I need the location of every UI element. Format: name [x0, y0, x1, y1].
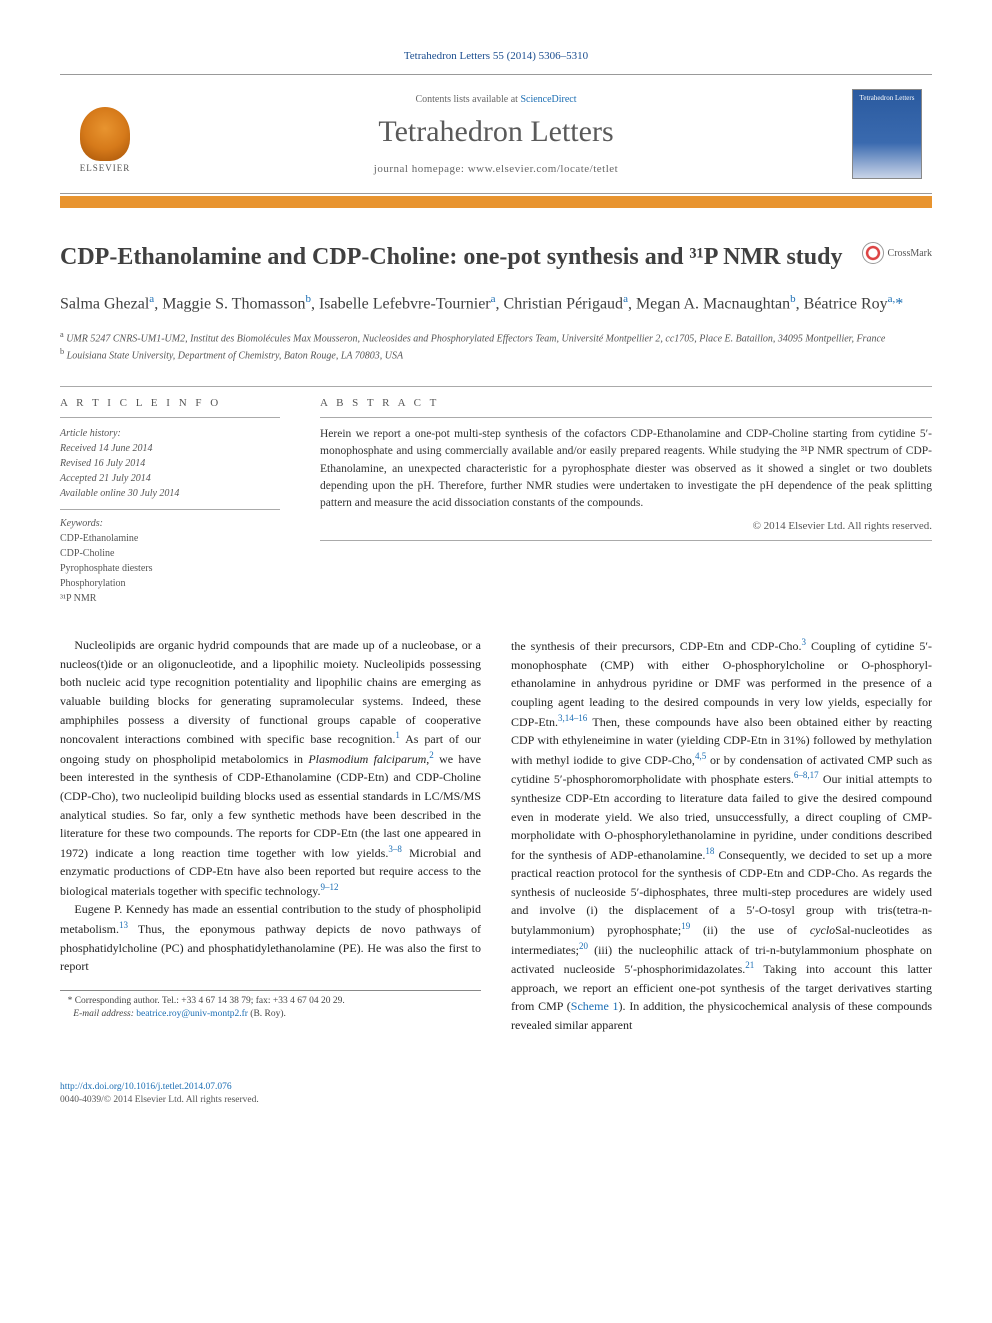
- history-revised: Revised 16 July 2014: [60, 456, 280, 471]
- email-label: E-mail address:: [73, 1009, 134, 1019]
- ref-19[interactable]: 19: [681, 921, 690, 931]
- keyword: Pyrophosphate diesters: [60, 561, 280, 576]
- scheme-1-link[interactable]: Scheme 1: [571, 999, 619, 1013]
- ref-4-5[interactable]: 4,5: [695, 751, 706, 761]
- homepage-prefix: journal homepage:: [374, 163, 468, 175]
- body-paragraph-3: the synthesis of their precursors, CDP-E…: [511, 636, 932, 1034]
- email-suffix: (B. Roy).: [248, 1009, 286, 1019]
- ref-3-14-16[interactable]: 3,14–16: [558, 713, 587, 723]
- sciencedirect-link[interactable]: ScienceDirect: [520, 94, 576, 105]
- doi-link[interactable]: http://dx.doi.org/10.1016/j.tetlet.2014.…: [60, 1082, 232, 1092]
- abstract-copyright: © 2014 Elsevier Ltd. All rights reserved…: [320, 520, 932, 541]
- keyword: ³¹P NMR: [60, 591, 280, 606]
- ref-9-12[interactable]: 9–12: [320, 882, 338, 892]
- species-name: Plasmodium falciparum: [308, 752, 426, 766]
- affiliation-b: Louisiana State University, Department o…: [67, 351, 403, 362]
- journal-homepage: journal homepage: www.elsevier.com/locat…: [150, 163, 842, 175]
- body-text: Nucleolipids are organic hydrid compound…: [60, 636, 932, 1034]
- abstract-column: A B S T R A C T Herein we report a one-p…: [320, 387, 932, 606]
- journal-header: ELSEVIER Contents lists available at Sci…: [60, 74, 932, 194]
- body-paragraph-2: Eugene P. Kennedy has made an essential …: [60, 900, 481, 975]
- ref-6-8-17[interactable]: 6–8,17: [794, 770, 819, 780]
- orange-divider-bar: [60, 196, 932, 208]
- page-footer: http://dx.doi.org/10.1016/j.tetlet.2014.…: [60, 1081, 932, 1108]
- elsevier-tree-icon: [80, 107, 130, 161]
- abstract-text: Herein we report a one-pot multi-step sy…: [320, 426, 932, 520]
- cyclo-prefix: cyclo: [810, 923, 835, 937]
- journal-title: Tetrahedron Letters: [150, 115, 842, 149]
- abstract-heading: A B S T R A C T: [320, 387, 932, 418]
- authors-list: Salma Ghezala, Maggie S. Thomassonb, Isa…: [60, 291, 932, 316]
- affiliations: a UMR 5247 CNRS-UM1-UM2, Institut des Bi…: [60, 329, 932, 365]
- body-p3-a: the synthesis of their precursors, CDP-E…: [511, 639, 801, 653]
- info-divider: [60, 509, 280, 510]
- crossmark-badge[interactable]: CrossMark: [862, 242, 932, 264]
- ref-13[interactable]: 13: [119, 920, 128, 930]
- body-paragraph-1: Nucleolipids are organic hydrid compound…: [60, 636, 481, 900]
- article-title: CDP-Ethanolamine and CDP-Choline: one-po…: [60, 242, 848, 273]
- corr-author-line: * Corresponding author. Tel.: +33 4 67 1…: [60, 995, 481, 1008]
- body-p1-a: Nucleolipids are organic hydrid compound…: [60, 638, 481, 746]
- article-info-column: A R T I C L E I N F O Article history: R…: [60, 387, 280, 606]
- history-title: Article history:: [60, 426, 280, 441]
- keyword: Phosphorylation: [60, 576, 280, 591]
- citation-line: Tetrahedron Letters 55 (2014) 5306–5310: [60, 50, 932, 62]
- history-accepted: Accepted 21 July 2014: [60, 471, 280, 486]
- ref-21[interactable]: 21: [745, 960, 754, 970]
- journal-cover-thumbnail: Tetrahedron Letters: [852, 89, 922, 179]
- article-info-heading: A R T I C L E I N F O: [60, 387, 280, 418]
- email-link[interactable]: beatrice.roy@univ-montp2.fr: [136, 1009, 248, 1019]
- ref-3-8[interactable]: 3–8: [388, 844, 402, 854]
- cover-label: Tetrahedron Letters: [860, 94, 915, 102]
- affiliation-a: UMR 5247 CNRS-UM1-UM2, Institut des Biom…: [66, 333, 885, 344]
- body-p1-c: we have been interested in the synthesis…: [60, 752, 481, 860]
- keywords-list: CDP-Ethanolamine CDP-Choline Pyrophospha…: [60, 531, 280, 606]
- ref-20[interactable]: 20: [579, 941, 588, 951]
- homepage-url[interactable]: www.elsevier.com/locate/tetlet: [468, 163, 619, 175]
- elsevier-logo: ELSEVIER: [70, 95, 140, 173]
- crossmark-icon: [862, 242, 884, 264]
- contents-prefix: Contents lists available at: [415, 94, 520, 105]
- corresponding-author-footnote: * Corresponding author. Tel.: +33 4 67 1…: [60, 990, 481, 1022]
- issn-copyright-line: 0040-4039/© 2014 Elsevier Ltd. All right…: [60, 1094, 932, 1107]
- keywords-title: Keywords:: [60, 518, 280, 529]
- history-received: Received 14 June 2014: [60, 441, 280, 456]
- crossmark-label: CrossMark: [888, 248, 932, 259]
- keyword: CDP-Ethanolamine: [60, 531, 280, 546]
- history-online: Available online 30 July 2014: [60, 486, 280, 501]
- body-p3-g: (ii) the use of: [690, 923, 810, 937]
- publisher-label: ELSEVIER: [80, 163, 131, 173]
- keyword: CDP-Choline: [60, 546, 280, 561]
- contents-available-line: Contents lists available at ScienceDirec…: [150, 94, 842, 105]
